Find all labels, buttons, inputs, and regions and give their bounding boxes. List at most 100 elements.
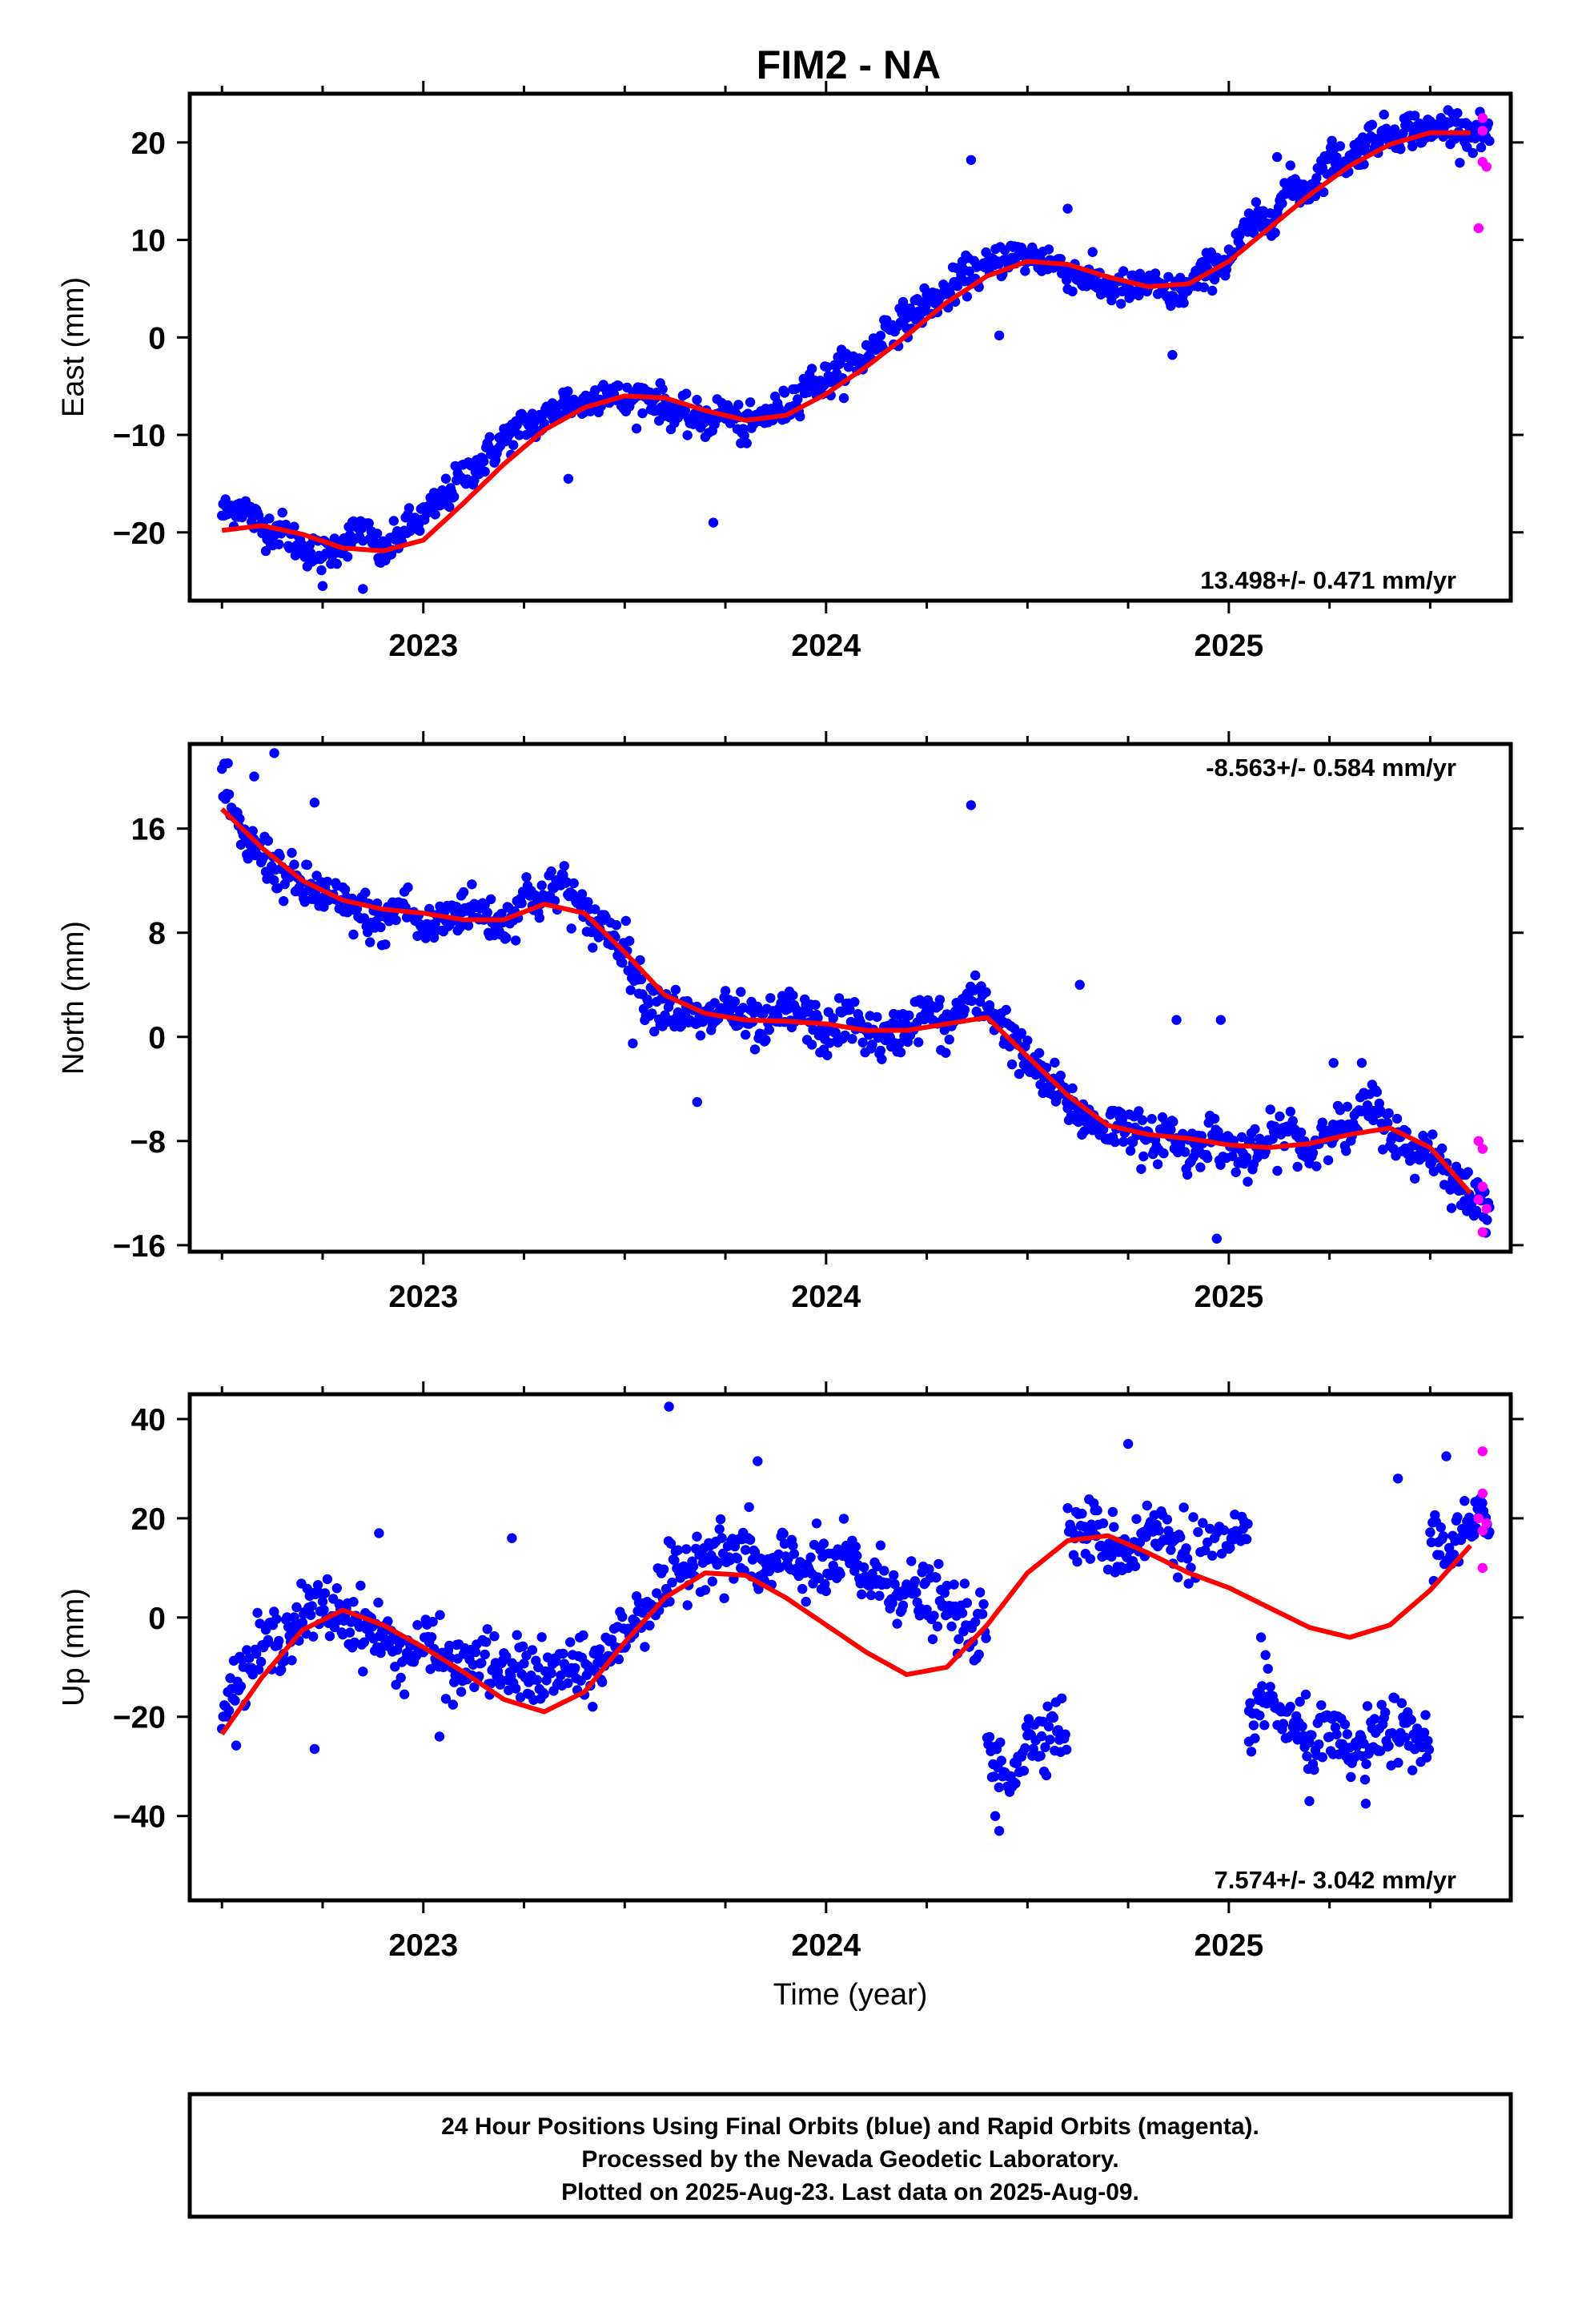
up-final-point bbox=[700, 1585, 711, 1595]
up-final-point bbox=[1142, 1500, 1153, 1511]
north-final-point bbox=[1179, 1147, 1191, 1157]
up-final-point bbox=[1406, 1715, 1416, 1725]
east-final-point bbox=[838, 392, 849, 404]
north-final-outlier bbox=[628, 1038, 638, 1049]
east-y-axis-label: East (mm) bbox=[57, 277, 90, 417]
up-final-outlier bbox=[1304, 1795, 1315, 1807]
north-y-tick-label: 8 bbox=[148, 917, 166, 951]
up-final-point bbox=[1203, 1537, 1213, 1548]
north-final-point bbox=[1055, 1070, 1066, 1081]
up-final-point bbox=[588, 1702, 598, 1712]
up-final-point bbox=[1198, 1518, 1208, 1528]
east-final-point bbox=[1395, 144, 1406, 155]
up-final-point bbox=[426, 1632, 437, 1642]
east-final-point bbox=[1199, 282, 1210, 292]
east-final-point bbox=[680, 405, 690, 416]
north-final-point bbox=[348, 929, 359, 940]
up-rapid-point bbox=[1477, 1488, 1488, 1499]
east-final-point bbox=[692, 395, 702, 405]
north-final-point bbox=[1342, 1101, 1353, 1112]
up-final-point bbox=[892, 1618, 902, 1629]
east-final-point bbox=[508, 440, 519, 450]
east-rapid-point bbox=[1477, 126, 1488, 136]
footer-line-1: 24 Hour Positions Using Final Orbits (bl… bbox=[441, 2113, 1259, 2140]
up-final-point bbox=[1263, 1663, 1273, 1674]
north-final-point bbox=[359, 913, 369, 923]
north-final-point bbox=[482, 907, 492, 918]
north-final-outlier bbox=[1215, 1015, 1227, 1025]
up-final-point bbox=[1154, 1526, 1164, 1536]
up-final-point bbox=[244, 1653, 255, 1663]
east-final-point bbox=[514, 430, 524, 440]
up-final-point bbox=[255, 1618, 265, 1629]
north-rapid-point bbox=[1473, 1136, 1484, 1147]
east-final-point bbox=[1476, 142, 1487, 153]
east-final-point bbox=[404, 503, 415, 513]
up-final-point bbox=[1438, 1531, 1448, 1542]
east-final-point bbox=[479, 456, 489, 467]
east-rapid-points bbox=[1473, 113, 1492, 234]
up-final-point bbox=[681, 1544, 692, 1554]
up-final-point bbox=[1265, 1682, 1275, 1692]
up-final-point bbox=[989, 1771, 1000, 1782]
x-axis-label: Time (year) bbox=[773, 1978, 928, 2012]
east-final-point bbox=[277, 507, 287, 518]
up-final-outlier bbox=[1392, 1474, 1403, 1484]
up-final-point bbox=[291, 1602, 302, 1613]
up-final-point bbox=[719, 1593, 729, 1603]
north-final-point bbox=[1079, 1126, 1090, 1136]
up-final-point bbox=[489, 1631, 500, 1642]
up-rapid-point bbox=[1477, 1562, 1488, 1574]
up-final-point bbox=[1106, 1551, 1117, 1562]
up-final-point bbox=[1225, 1542, 1235, 1553]
north-final-point bbox=[485, 894, 496, 905]
north-final-point bbox=[1152, 1159, 1163, 1170]
east-final-point bbox=[1327, 135, 1337, 146]
up-y-axis-label: Up (mm) bbox=[57, 1588, 90, 1707]
north-final-point bbox=[649, 1026, 660, 1037]
up-final-point bbox=[359, 1637, 369, 1647]
east-final-point bbox=[773, 403, 784, 413]
east-y-tick-label: 10 bbox=[131, 224, 166, 259]
up-final-point bbox=[274, 1635, 284, 1647]
up-final-outlier bbox=[309, 1743, 320, 1755]
up-final-point bbox=[1302, 1751, 1312, 1762]
north-final-point bbox=[322, 876, 333, 887]
north-final-outlier bbox=[1356, 1058, 1367, 1068]
up-final-point bbox=[322, 1574, 333, 1585]
north-final-point bbox=[1241, 1152, 1252, 1163]
north-final-point bbox=[516, 898, 527, 909]
north-final-point bbox=[894, 1038, 905, 1049]
north-final-point bbox=[720, 986, 731, 996]
east-rapid-point bbox=[1473, 223, 1484, 234]
east-x-ticks: 2023 2024 2025 bbox=[220, 81, 1431, 663]
north-frame bbox=[187, 742, 1513, 1254]
up-final-point bbox=[669, 1555, 680, 1566]
up-final-point bbox=[276, 1664, 287, 1675]
north-final-point bbox=[1016, 1027, 1027, 1039]
north-final-point bbox=[1125, 1145, 1136, 1156]
east-final-point bbox=[745, 397, 756, 408]
up-final-point bbox=[1316, 1700, 1327, 1711]
up-final-point bbox=[1419, 1727, 1430, 1738]
north-final-point bbox=[913, 1037, 924, 1047]
up-final-point bbox=[1255, 1689, 1267, 1699]
north-final-point bbox=[1227, 1151, 1238, 1162]
up-y-ticks: 40 20 0 −20 −40 bbox=[113, 1403, 1524, 1835]
north-final-point bbox=[1265, 1104, 1275, 1115]
east-final-point bbox=[1367, 119, 1378, 130]
north-final-point bbox=[1118, 1136, 1129, 1147]
north-rapid-point bbox=[1481, 1204, 1492, 1214]
panel-up: 2023 2024 2025 40 20 0 −20 −40 Up (mm) Time (year… bbox=[57, 1381, 1524, 2012]
up-final-point bbox=[546, 1668, 556, 1679]
up-y-tick-label: 40 bbox=[131, 1403, 166, 1437]
east-final-point bbox=[1062, 275, 1072, 286]
east-final-point bbox=[1331, 152, 1342, 163]
up-final-point bbox=[959, 1578, 970, 1589]
up-final-point bbox=[1435, 1550, 1445, 1561]
up-final-point bbox=[1257, 1681, 1267, 1691]
up-final-point bbox=[887, 1598, 897, 1609]
east-final-point bbox=[835, 358, 845, 368]
up-final-point bbox=[312, 1580, 323, 1590]
up-final-point bbox=[658, 1564, 669, 1575]
